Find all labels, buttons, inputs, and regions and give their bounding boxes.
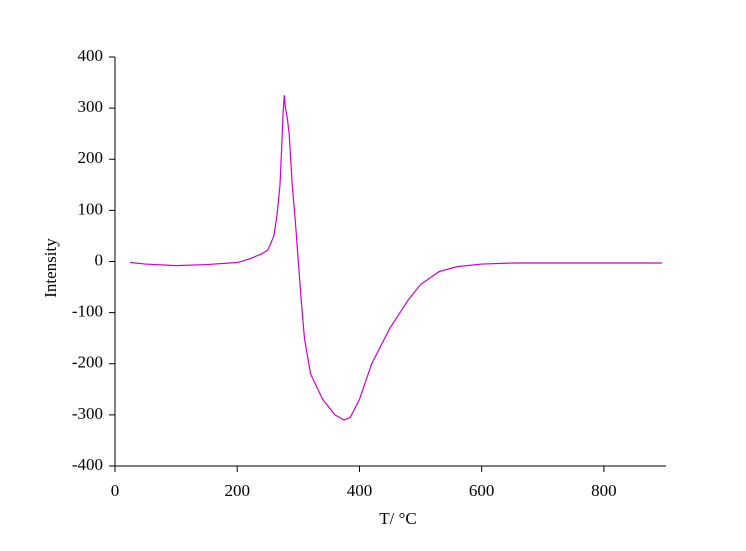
- y-tick-label: 0: [95, 250, 104, 269]
- y-tick-label: 100: [78, 199, 104, 218]
- y-tick-label: 400: [78, 46, 104, 65]
- y-tick-label: 200: [78, 148, 104, 167]
- y-tick-label: 300: [78, 97, 104, 116]
- x-tick-label: 600: [469, 481, 495, 500]
- x-tick-label: 0: [111, 481, 120, 500]
- y-tick-label: -200: [72, 353, 103, 372]
- x-tick-label: 400: [347, 481, 373, 500]
- y-axis-label: Intensity: [41, 238, 60, 298]
- y-tick-label: -100: [72, 302, 103, 321]
- x-axis-label: T/ °C: [379, 509, 417, 528]
- x-tick-label: 800: [591, 481, 617, 500]
- y-tick-label: -400: [72, 455, 103, 474]
- x-tick-label: 200: [224, 481, 250, 500]
- data-line: [130, 95, 662, 421]
- y-tick-label: -300: [72, 404, 103, 423]
